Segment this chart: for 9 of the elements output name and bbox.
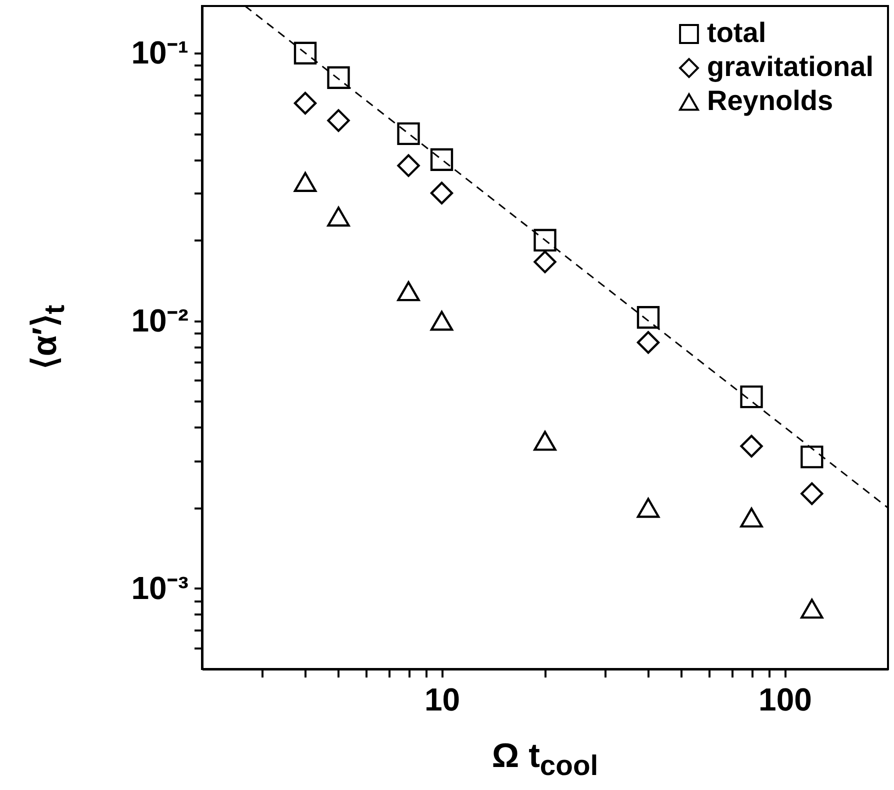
legend-label: Reynolds — [707, 85, 834, 116]
y-tick-label: 10⁻³ — [131, 570, 188, 606]
y-tick-label: 10⁻² — [131, 302, 188, 338]
x-axis-title: Ω t$_{cool}$ — [492, 737, 598, 783]
x-tick-label: 10 — [424, 682, 460, 718]
legend-label: gravitational — [707, 51, 874, 82]
y-tick-label: 10⁻¹ — [131, 34, 188, 71]
x-tick-label: 100 — [758, 682, 812, 718]
legend-label: total — [707, 17, 766, 48]
